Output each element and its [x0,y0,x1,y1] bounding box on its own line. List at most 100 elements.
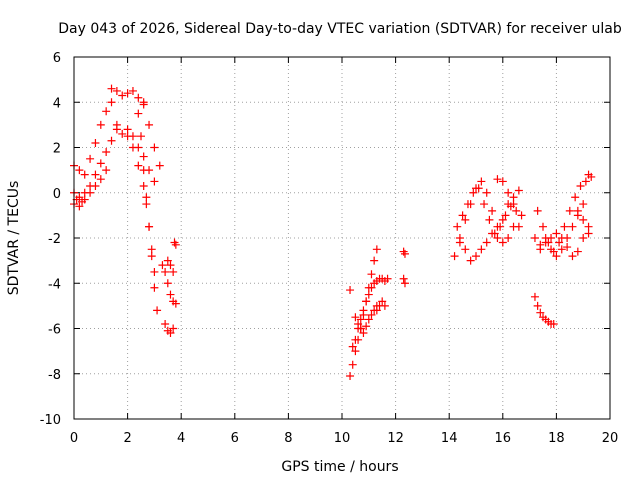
data-point [557,245,566,254]
axis-ticks: 0 2 4 6 8 10 12 14 16 18 20 -10 -8 -6 -4 -2 0 2 4 6 [40,51,619,446]
data-point [372,245,381,254]
data-point [91,138,100,147]
x-tick-label: 16 [495,431,512,446]
data-point [461,245,470,254]
data-point [504,188,513,197]
data-point [536,308,545,317]
data-point [107,136,116,145]
data-point [364,315,373,324]
data-series [346,286,355,295]
data-point [139,152,148,161]
data-point [166,329,175,338]
data-point [498,177,507,186]
y-tick-label: -6 [48,323,61,338]
data-point [147,245,156,254]
data-point [469,188,478,197]
data-point [86,188,95,197]
data-point [549,247,558,256]
data-series [163,256,178,276]
data-point [134,109,143,118]
grid-lines [74,57,610,419]
data-point [536,245,545,254]
data-point [364,290,373,299]
data-point [348,360,357,369]
data-point [370,256,379,265]
data-series [80,166,111,204]
data-point [579,200,588,209]
data-point [530,292,539,301]
data-point [351,347,360,356]
data-point [498,238,507,247]
data-point [493,175,502,184]
data-point [573,247,582,256]
data-point [530,234,539,242]
data-point [150,177,159,186]
y-tick-label: -2 [48,232,61,247]
data-point [552,252,561,261]
data-point [346,286,355,295]
data-point [137,132,145,141]
data-point [96,159,105,168]
data-point [496,222,505,231]
data-point [480,200,489,209]
data-point [128,143,137,152]
data-point [356,324,365,333]
data-point [463,200,472,209]
data-series [158,261,180,308]
data-point [359,306,368,315]
data-point [474,184,483,193]
data-point [488,206,497,215]
data-point [455,238,464,247]
data-point [466,256,475,265]
data-point [134,161,143,170]
x-tick-label: 6 [231,431,239,446]
data-point [142,200,151,209]
data-series [170,238,180,249]
data-point [450,252,459,261]
x-tick-label: 0 [70,431,78,446]
data-point [86,154,95,163]
y-tick-label: 2 [53,142,61,157]
data-point [560,222,569,231]
data-point [356,315,365,324]
data-point [128,86,137,95]
data-series [573,206,593,231]
data-point [504,234,513,242]
data-point [372,306,381,315]
data-point [118,129,127,138]
data-point [584,222,593,231]
data-point [102,148,111,157]
data-point [80,195,89,204]
data-series [139,98,164,170]
x-axis-label: GPS time / hours [281,459,398,475]
data-point [169,267,178,276]
y-axis-label: SDTVAR / TECUs [6,181,22,296]
x-tick-label: 12 [387,431,404,446]
data-series [399,274,409,288]
data-series [112,120,159,186]
data-series [493,175,523,231]
data-point [96,175,105,184]
data-point [102,107,111,116]
data-series [70,98,116,179]
x-tick-label: 18 [548,431,565,446]
data-point [584,229,593,238]
data-series [536,229,593,261]
data-point [102,166,111,175]
data-point [458,211,467,220]
data-point [139,181,148,190]
data-point [166,290,175,299]
data-point [80,170,89,179]
data-point [555,238,564,247]
data-point [75,202,84,211]
data-point [150,267,159,276]
x-tick-label: 8 [284,431,292,446]
data-point [91,181,100,190]
data-point [118,91,127,100]
data-point [166,261,175,270]
data-point [169,324,178,333]
data-point [453,222,462,231]
data-point [514,186,523,195]
data-series [107,84,148,109]
